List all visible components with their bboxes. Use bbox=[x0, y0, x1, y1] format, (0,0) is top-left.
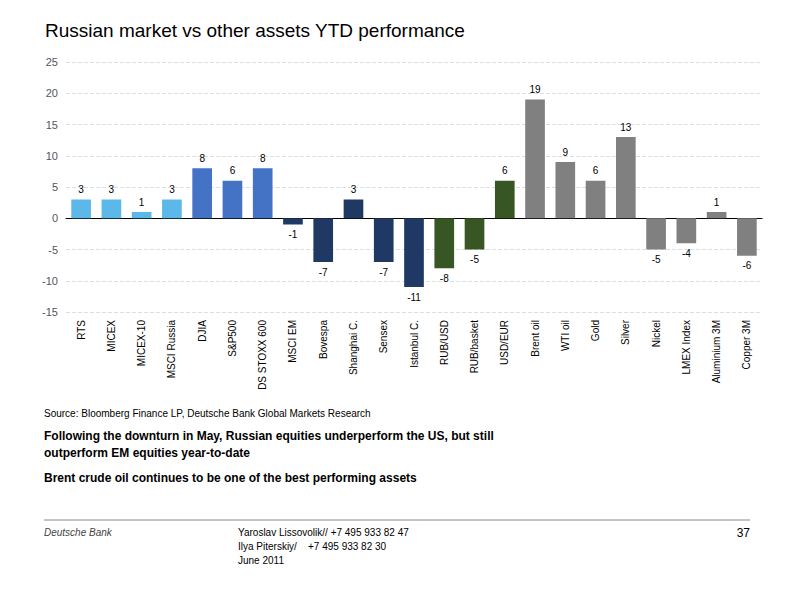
svg-text:WTI oil: WTI oil bbox=[560, 320, 571, 351]
svg-text:9: 9 bbox=[563, 147, 569, 158]
svg-text:-5: -5 bbox=[48, 244, 58, 256]
svg-text:Shanghai C.: Shanghai C. bbox=[348, 320, 359, 375]
svg-text:3: 3 bbox=[169, 184, 175, 195]
svg-text:outperform EM equities year-to: outperform EM equities year-to-date bbox=[44, 446, 250, 460]
svg-text:8: 8 bbox=[199, 153, 205, 164]
svg-text:8: 8 bbox=[260, 153, 266, 164]
svg-text:Nickel: Nickel bbox=[651, 320, 662, 347]
svg-text:0: 0 bbox=[52, 212, 58, 224]
svg-text:-5: -5 bbox=[652, 254, 661, 265]
svg-text:10: 10 bbox=[46, 150, 58, 162]
svg-text:25: 25 bbox=[46, 56, 58, 68]
svg-text:MSCI Russia: MSCI Russia bbox=[166, 320, 177, 379]
svg-text:-1: -1 bbox=[289, 229, 298, 240]
svg-text:Brent crude oil continues to b: Brent crude oil continues to be one of t… bbox=[44, 471, 417, 485]
svg-text:Yaroslav Lissovolik// +7 495 9: Yaroslav Lissovolik// +7 495 933 82 47 bbox=[238, 527, 409, 538]
svg-text:37: 37 bbox=[737, 526, 751, 540]
svg-text:Bovespa: Bovespa bbox=[318, 320, 329, 359]
svg-text:MICEX-10: MICEX-10 bbox=[136, 320, 147, 367]
svg-text:Russian market vs other assets: Russian market vs other assets YTD perfo… bbox=[45, 20, 465, 41]
svg-text:Brent oil: Brent oil bbox=[530, 320, 541, 357]
svg-text:5: 5 bbox=[52, 181, 58, 193]
svg-text:6: 6 bbox=[230, 165, 236, 176]
svg-text:20: 20 bbox=[46, 87, 58, 99]
svg-text:3: 3 bbox=[78, 184, 84, 195]
svg-text:Gold: Gold bbox=[590, 320, 601, 341]
svg-text:1: 1 bbox=[139, 197, 145, 208]
svg-text:USD/EUR: USD/EUR bbox=[499, 320, 510, 365]
svg-text:3: 3 bbox=[351, 184, 357, 195]
svg-text:RTS: RTS bbox=[76, 320, 87, 340]
svg-text:DJIA: DJIA bbox=[197, 320, 208, 342]
svg-text:6: 6 bbox=[593, 165, 599, 176]
svg-text:Ilya Piterskiy/ +7 495 933: Ilya Piterskiy/ +7 495 933 82 30 bbox=[238, 541, 387, 552]
svg-text:Aluminium 3M: Aluminium 3M bbox=[711, 320, 722, 383]
svg-text:S&P500: S&P500 bbox=[227, 320, 238, 357]
svg-text:-6: -6 bbox=[742, 260, 751, 271]
svg-text:Deutsche Bank: Deutsche Bank bbox=[44, 527, 113, 538]
svg-text:MICEX: MICEX bbox=[106, 320, 117, 352]
svg-text:Following the downturn in May,: Following the downturn in May, Russian e… bbox=[44, 429, 494, 443]
svg-text:15: 15 bbox=[46, 119, 58, 131]
svg-text:RUB/USD: RUB/USD bbox=[439, 320, 450, 365]
svg-text:Source: Bloomberg Finance LP,: Source: Bloomberg Finance LP, Deutsche B… bbox=[44, 408, 371, 419]
svg-text:13: 13 bbox=[620, 122, 632, 133]
svg-text:-4: -4 bbox=[682, 248, 691, 259]
svg-text:-15: -15 bbox=[42, 306, 58, 318]
svg-text:3: 3 bbox=[109, 184, 115, 195]
svg-text:MSCI EM: MSCI EM bbox=[287, 320, 298, 363]
svg-text:-7: -7 bbox=[379, 267, 388, 278]
svg-text:June 2011: June 2011 bbox=[238, 555, 284, 566]
svg-text:Silver: Silver bbox=[620, 319, 631, 345]
svg-text:LMEX Index: LMEX Index bbox=[681, 320, 692, 374]
svg-text:-8: -8 bbox=[440, 273, 449, 284]
svg-text:Copper 3M: Copper 3M bbox=[741, 320, 752, 369]
svg-text:19: 19 bbox=[529, 84, 541, 95]
svg-text:-11: -11 bbox=[407, 292, 421, 303]
svg-text:Sensex: Sensex bbox=[378, 320, 389, 353]
svg-text:RUB/basket: RUB/basket bbox=[469, 320, 480, 374]
svg-text:-10: -10 bbox=[42, 275, 58, 287]
svg-text:Istanbul C.: Istanbul C. bbox=[409, 320, 420, 368]
svg-text:-7: -7 bbox=[319, 267, 328, 278]
svg-text:1: 1 bbox=[714, 197, 720, 208]
svg-text:6: 6 bbox=[502, 165, 508, 176]
svg-text:DS STOXX 600: DS STOXX 600 bbox=[257, 320, 268, 390]
svg-text:-5: -5 bbox=[470, 254, 479, 265]
